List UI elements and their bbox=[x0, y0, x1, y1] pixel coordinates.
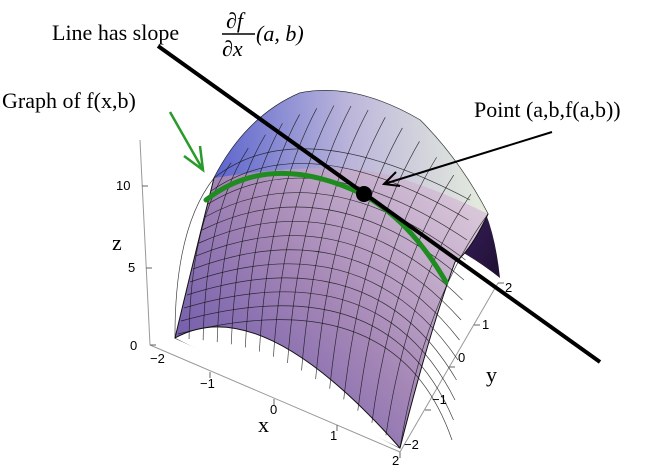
mesh-line bbox=[329, 127, 403, 389]
mesh-line bbox=[343, 141, 420, 400]
z-axis-label: z bbox=[112, 230, 122, 255]
y-tick-m2: −2 bbox=[404, 437, 419, 452]
graph-arrow bbox=[168, 111, 205, 173]
x-tick-1: 1 bbox=[330, 428, 337, 443]
mesh-line bbox=[202, 147, 249, 341]
x-axis-label: x bbox=[258, 412, 269, 437]
point-a-b-fab bbox=[356, 186, 372, 202]
mesh-line bbox=[174, 177, 215, 339]
z-tick-5: 5 bbox=[128, 260, 135, 275]
slope-denominator: ∂x bbox=[222, 36, 243, 61]
mesh-line bbox=[183, 291, 456, 401]
slope-numerator: ∂f bbox=[226, 8, 246, 33]
x-tick-2: 2 bbox=[392, 453, 399, 468]
x-axis-line bbox=[149, 344, 401, 453]
tangent-line bbox=[156, 44, 602, 364]
mesh-line bbox=[259, 108, 318, 352]
surface-mesh bbox=[174, 105, 489, 449]
mesh-line bbox=[198, 220, 463, 301]
mesh-line bbox=[192, 249, 460, 341]
y-axis-label: y bbox=[486, 362, 497, 387]
mesh-line bbox=[385, 193, 472, 436]
x-tick-m1: −1 bbox=[200, 376, 215, 391]
x-tick-0: 0 bbox=[270, 402, 277, 417]
y-tick-0: 0 bbox=[458, 350, 465, 365]
mesh-line bbox=[273, 105, 335, 357]
mesh-line bbox=[177, 319, 453, 441]
mesh-line bbox=[213, 148, 471, 201]
point-arrow bbox=[381, 131, 553, 187]
y-tick-1: 1 bbox=[482, 317, 489, 332]
tick-marks bbox=[142, 185, 504, 458]
mesh-line bbox=[357, 157, 437, 411]
slope-suffix: (a, b) bbox=[256, 21, 304, 46]
surface-top-band bbox=[214, 90, 488, 214]
mesh-line bbox=[188, 162, 232, 340]
mesh-line bbox=[216, 134, 266, 342]
mesh-line bbox=[287, 105, 352, 364]
mesh-line bbox=[399, 213, 489, 449]
y-tick-2: 2 bbox=[505, 280, 512, 295]
mesh-line bbox=[301, 109, 369, 371]
surface-underside bbox=[455, 214, 500, 278]
x-tick-m2: −2 bbox=[150, 351, 165, 366]
mesh-line bbox=[230, 123, 283, 345]
mesh-line bbox=[186, 277, 457, 381]
z-tick-10: 10 bbox=[116, 178, 130, 193]
slope-prefix: Line has slope bbox=[52, 20, 179, 45]
z-tick-0: 0 bbox=[130, 338, 137, 353]
saddle-surface bbox=[174, 90, 500, 449]
mesh-line bbox=[189, 263, 459, 361]
z-axis-line bbox=[139, 139, 151, 346]
mesh-line bbox=[315, 117, 386, 380]
mesh-line bbox=[180, 305, 454, 421]
mesh-line bbox=[371, 174, 455, 423]
point-label: Point (a,b,f(a,b)) bbox=[474, 97, 621, 122]
slope-annotation: Line has slope ∂f ∂x (a, b) bbox=[52, 8, 304, 61]
graph-label: Graph of f(x,b) bbox=[2, 88, 136, 113]
y-tick-m1: −1 bbox=[432, 392, 447, 407]
